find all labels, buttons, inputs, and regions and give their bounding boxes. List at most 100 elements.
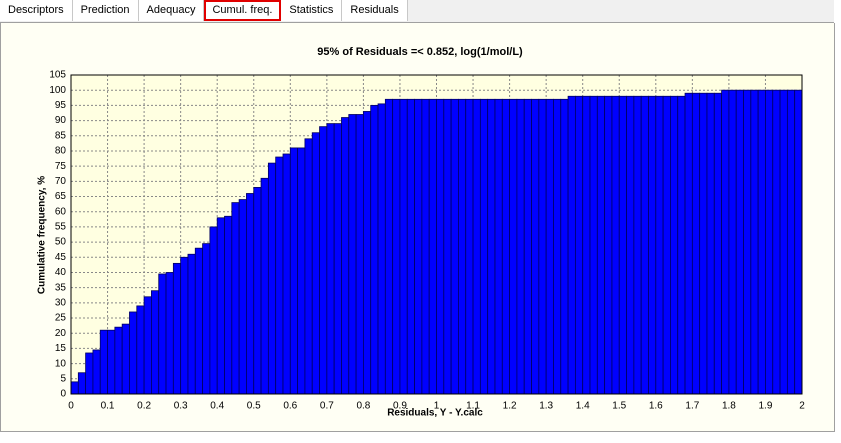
bar	[151, 290, 160, 395]
bar	[136, 305, 145, 395]
bar	[92, 349, 101, 395]
bar	[538, 98, 547, 395]
bar	[202, 243, 211, 395]
bar	[545, 98, 554, 395]
tab[interactable]: Statistics	[281, 0, 343, 21]
bar	[618, 95, 627, 395]
tab[interactable]: Cumul. freq.	[204, 0, 282, 21]
bar	[523, 98, 532, 395]
bar	[626, 95, 635, 395]
bar	[677, 95, 686, 395]
y-tick-label: 30	[55, 297, 67, 308]
bar	[143, 296, 152, 395]
bar	[158, 273, 167, 395]
bar	[765, 89, 774, 395]
bar	[458, 98, 467, 395]
bar	[384, 98, 394, 395]
bar	[333, 123, 342, 395]
bar	[99, 329, 108, 395]
bar	[553, 98, 562, 395]
bar	[560, 98, 569, 395]
bar	[370, 104, 379, 395]
bar	[509, 98, 518, 395]
bar	[377, 103, 386, 395]
bar	[107, 329, 116, 395]
chart: 95% of Residuals =< 0.852, log(1/mol/L) …	[37, 46, 806, 419]
bar	[172, 262, 182, 395]
tab[interactable]: Residuals	[342, 0, 408, 21]
y-tick-label: 35	[55, 282, 67, 293]
y-tick-label: 70	[55, 176, 67, 187]
x-tick-label: 0.3	[174, 401, 188, 412]
bar	[187, 253, 196, 395]
y-axis-label: Cumulative frequency, %	[37, 176, 48, 294]
y-tick-label: 60	[55, 206, 67, 217]
bar	[392, 98, 401, 395]
bar	[604, 95, 613, 395]
bar	[194, 247, 203, 395]
x-tick-label: 1.1	[466, 401, 480, 412]
x-tick-label: 1.2	[503, 401, 517, 412]
bar	[443, 98, 452, 395]
bar	[253, 187, 262, 395]
x-tick-label: 1.9	[758, 401, 772, 412]
bar	[209, 226, 218, 395]
y-tick-label: 100	[49, 85, 66, 96]
tab-bar: Descriptors Prediction Adequacy Cumul. freq…	[0, 0, 834, 23]
bar	[362, 111, 372, 395]
bar	[282, 153, 291, 395]
x-tick-label: 0.7	[320, 401, 334, 412]
bar	[129, 311, 138, 395]
bar	[670, 95, 679, 395]
tab[interactable]: Descriptors	[0, 0, 73, 21]
x-axis-label: Residuals, Y - Y.calc	[387, 408, 483, 419]
bar	[589, 95, 598, 395]
x-tick-label: 0.4	[210, 401, 224, 412]
bar	[414, 98, 423, 395]
bar	[216, 217, 225, 395]
x-tick-label: 0	[68, 401, 74, 412]
bar	[487, 98, 496, 395]
bar	[611, 95, 620, 395]
y-tick-label: 80	[55, 146, 67, 157]
bar	[750, 89, 759, 395]
bar	[713, 92, 722, 395]
bar	[728, 89, 737, 395]
bar	[772, 89, 781, 395]
bar	[633, 95, 642, 395]
bar	[319, 126, 328, 395]
y-tick-label: 10	[55, 358, 67, 369]
bar	[326, 123, 335, 395]
plot-frame	[70, 74, 803, 395]
bar	[648, 95, 657, 395]
bar	[494, 98, 503, 395]
bar	[275, 156, 284, 395]
bar	[501, 98, 511, 395]
x-tick-label: 2	[799, 401, 805, 412]
tab[interactable]: Adequacy	[138, 0, 205, 21]
tab[interactable]: Prediction	[72, 0, 139, 21]
y-tick-label: 85	[55, 130, 67, 141]
bar	[436, 98, 445, 395]
bar	[304, 138, 313, 395]
bar	[428, 98, 437, 395]
bar	[114, 326, 123, 395]
bar	[699, 92, 708, 395]
y-tick-label: 45	[55, 252, 67, 263]
bar	[70, 381, 79, 395]
bar	[721, 89, 730, 395]
bar	[735, 89, 744, 395]
bar	[794, 89, 803, 395]
bar	[757, 89, 766, 395]
y-tick-label: 0	[60, 389, 66, 400]
chart-title: 95% of Residuals =< 0.852, log(1/mol/L)	[317, 46, 523, 58]
bar	[421, 98, 430, 395]
bar	[289, 147, 299, 395]
bar	[479, 98, 489, 395]
bar	[224, 215, 233, 395]
bar	[341, 117, 350, 395]
x-tick-label: 0.5	[247, 401, 261, 412]
bar	[348, 114, 357, 395]
bar	[450, 98, 459, 395]
